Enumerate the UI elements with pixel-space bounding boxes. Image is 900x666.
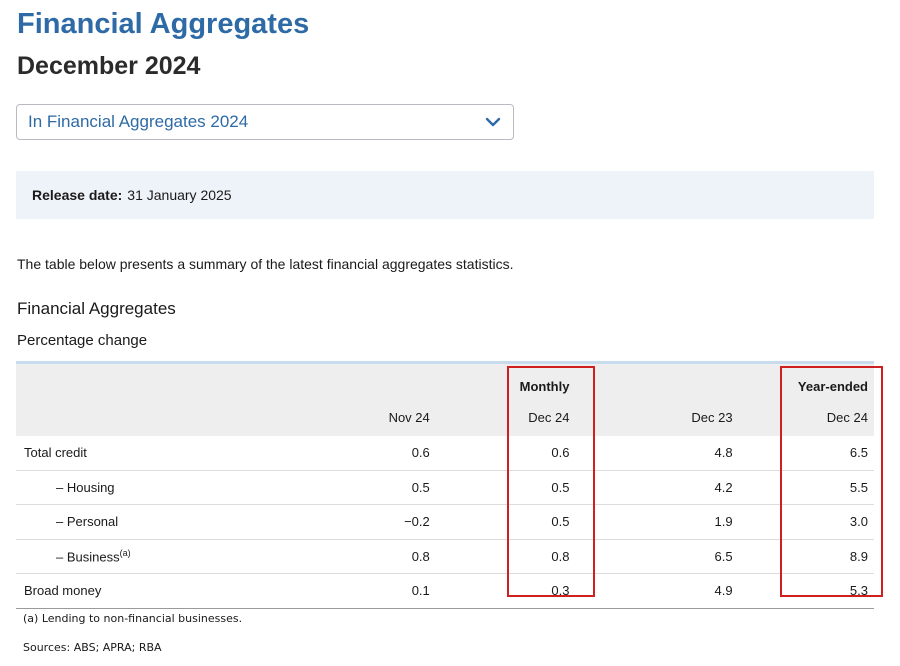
release-date-box: Release date: 31 January 2025 bbox=[16, 171, 874, 219]
row-label: – Personal bbox=[16, 504, 317, 540]
header-blank bbox=[16, 362, 317, 398]
row-label: Total credit bbox=[16, 436, 317, 471]
table-cell: 8.9 bbox=[738, 539, 874, 574]
footnote-marker: (a) bbox=[119, 548, 131, 559]
release-date-value: 31 January 2025 bbox=[127, 187, 232, 203]
publication-select[interactable]: In Financial Aggregates 2024 bbox=[16, 104, 514, 140]
column-header: Dec 24 bbox=[435, 398, 576, 436]
table-cell: 0.8 bbox=[316, 539, 436, 574]
table-row: – Housing 0.5 0.5 4.2 5.5 bbox=[16, 470, 874, 505]
table-title: Financial Aggregates bbox=[17, 299, 176, 318]
chevron-down-icon bbox=[485, 117, 501, 127]
row-label-with-note: – Business(a) bbox=[16, 539, 317, 574]
table-cell: 0.6 bbox=[435, 436, 576, 471]
table-row: Total credit 0.6 0.6 4.8 6.5 bbox=[16, 436, 874, 471]
table-cell: 0.3 bbox=[435, 573, 576, 609]
table-sources: Sources: ABS; APRA; RBA bbox=[23, 641, 162, 654]
table-cell: 0.8 bbox=[435, 539, 576, 574]
header-blank bbox=[575, 362, 739, 398]
table-cell: 4.2 bbox=[575, 470, 739, 505]
row-label: – Business bbox=[56, 549, 120, 565]
header-blank bbox=[16, 398, 317, 436]
row-label: Broad money bbox=[16, 573, 317, 609]
table-row: Broad money 0.1 0.3 4.9 5.3 bbox=[16, 573, 874, 609]
publication-select-value: In Financial Aggregates 2024 bbox=[28, 112, 249, 131]
group-header-year-ended: Year-ended bbox=[738, 362, 874, 398]
table-row: – Personal −0.2 0.5 1.9 3.0 bbox=[16, 504, 874, 540]
table-cell: 0.5 bbox=[435, 470, 576, 505]
table-footnote: (a) Lending to non-financial businesses. bbox=[23, 612, 243, 625]
financial-aggregates-table: Monthly Year-ended Nov 24 Dec 24 Dec 23 … bbox=[16, 361, 874, 609]
table-cell: 0.6 bbox=[316, 436, 436, 471]
table-cell: 6.5 bbox=[575, 539, 739, 574]
row-label: – Housing bbox=[16, 470, 317, 505]
page-subtitle: December 2024 bbox=[17, 52, 201, 80]
page-title: Financial Aggregates bbox=[17, 8, 310, 40]
table-cell: 1.9 bbox=[575, 504, 739, 540]
table-cell: 0.5 bbox=[316, 470, 436, 505]
table-cell: 0.5 bbox=[435, 504, 576, 540]
table-row: – Business(a) 0.8 0.8 6.5 8.9 bbox=[16, 539, 874, 574]
header-blank bbox=[316, 362, 436, 398]
column-header: Dec 24 bbox=[738, 398, 874, 436]
table-cell: 5.3 bbox=[738, 573, 874, 609]
column-header: Dec 23 bbox=[575, 398, 739, 436]
table-cell: 6.5 bbox=[738, 436, 874, 471]
table-subtitle: Percentage change bbox=[17, 332, 148, 349]
group-header-monthly: Monthly bbox=[435, 362, 576, 398]
intro-text: The table below presents a summary of th… bbox=[17, 256, 514, 272]
table-cell: 3.0 bbox=[738, 504, 874, 540]
release-date-label: Release date: bbox=[32, 187, 123, 203]
table-cell: −0.2 bbox=[316, 504, 436, 540]
table-cell: 5.5 bbox=[738, 470, 874, 505]
column-header: Nov 24 bbox=[316, 398, 436, 436]
table-cell: 0.1 bbox=[316, 573, 436, 609]
table-cell: 4.9 bbox=[575, 573, 739, 609]
table-cell: 4.8 bbox=[575, 436, 739, 471]
